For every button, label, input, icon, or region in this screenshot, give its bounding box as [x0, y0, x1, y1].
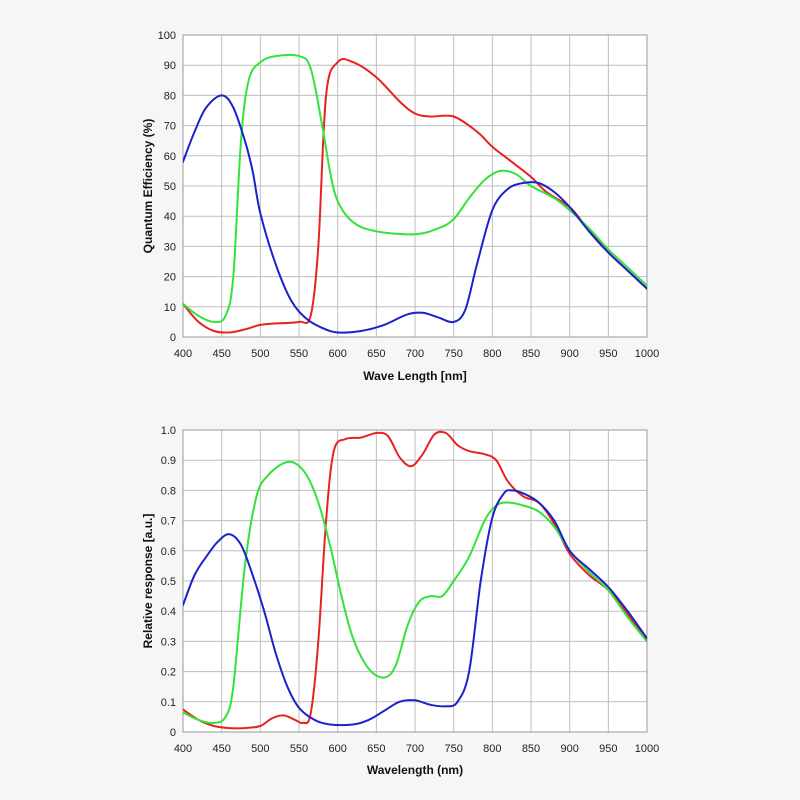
y-tick-label: 30 [164, 241, 176, 253]
plot-frame [182, 429, 648, 733]
y-tick-label: 20 [164, 272, 176, 284]
x-tick-label: 1000 [635, 348, 659, 360]
chart-quantum-efficiency: 400 450 500 550 600 650 700 750 800 850 900 950 1000… [141, 30, 659, 383]
x-tick-label: 450 [212, 348, 230, 360]
y-tick-label: 0.9 [161, 455, 176, 467]
y-tick-label: 1.0 [161, 425, 176, 437]
plot-frame [182, 34, 648, 338]
x-tick-label: 550 [290, 743, 308, 755]
x-tick-label: 600 [328, 743, 346, 755]
x-tick-label: 750 [444, 348, 462, 360]
x-tick-label: 650 [367, 348, 385, 360]
x-tick-label: 850 [522, 743, 540, 755]
y-tick-label: 0.2 [161, 667, 176, 679]
y-tick-label: 0.1 [161, 697, 176, 709]
x-tick-label: 950 [599, 348, 617, 360]
y-tick-label: 40 [164, 211, 176, 223]
x-tick-label: 750 [444, 743, 462, 755]
series-line-green [183, 53, 647, 324]
y-tick-label: 0.6 [161, 546, 176, 558]
y-axis-title: Relative response [a.u.] [141, 514, 155, 649]
series-line-blue [183, 94, 647, 334]
chart-relative-response: 400 450 500 550 600 650 700 750 800 850 900 950 1000… [141, 425, 659, 777]
y-tick-label: 10 [164, 302, 176, 314]
x-tick-label: 650 [367, 743, 385, 755]
y-tick-label: 0.4 [161, 606, 176, 618]
y-tick-label: 60 [164, 151, 176, 163]
y-tick-label: 0.3 [161, 636, 176, 648]
y-tick-label: 0.5 [161, 576, 176, 588]
x-tick-label: 900 [560, 348, 578, 360]
y-tick-label: 80 [164, 90, 176, 102]
y-tick-label: 0 [170, 727, 176, 739]
x-tick-label: 1000 [635, 743, 659, 755]
y-tick-label: 90 [164, 60, 176, 72]
series-line-green [183, 460, 647, 724]
x-tick-label: 850 [522, 348, 540, 360]
x-tick-label: 700 [406, 348, 424, 360]
x-tick-label: 800 [483, 743, 501, 755]
x-axis-title: Wave Length [nm] [363, 369, 467, 383]
x-tick-label: 700 [406, 743, 424, 755]
x-tick-label: 500 [251, 743, 269, 755]
x-tick-label: 800 [483, 348, 501, 360]
y-axis-title: Quantum Efficiency (%) [141, 119, 155, 254]
series-line-blue [183, 489, 647, 727]
x-tick-label: 450 [212, 743, 230, 755]
y-tick-label: 70 [164, 121, 176, 133]
x-tick-label: 550 [290, 348, 308, 360]
y-tick-label: 100 [158, 30, 176, 42]
y-tick-label: 0 [170, 332, 176, 344]
x-tick-label: 900 [560, 743, 578, 755]
y-tick-label: 0.8 [161, 485, 176, 497]
x-axis-title: Wavelength (nm) [367, 763, 463, 777]
y-tick-label: 0.7 [161, 516, 176, 528]
x-tick-label: 400 [174, 743, 192, 755]
y-tick-label: 50 [164, 181, 176, 193]
x-tick-label: 400 [174, 348, 192, 360]
x-tick-label: 600 [328, 348, 346, 360]
x-tick-label: 950 [599, 743, 617, 755]
x-tick-label: 500 [251, 348, 269, 360]
